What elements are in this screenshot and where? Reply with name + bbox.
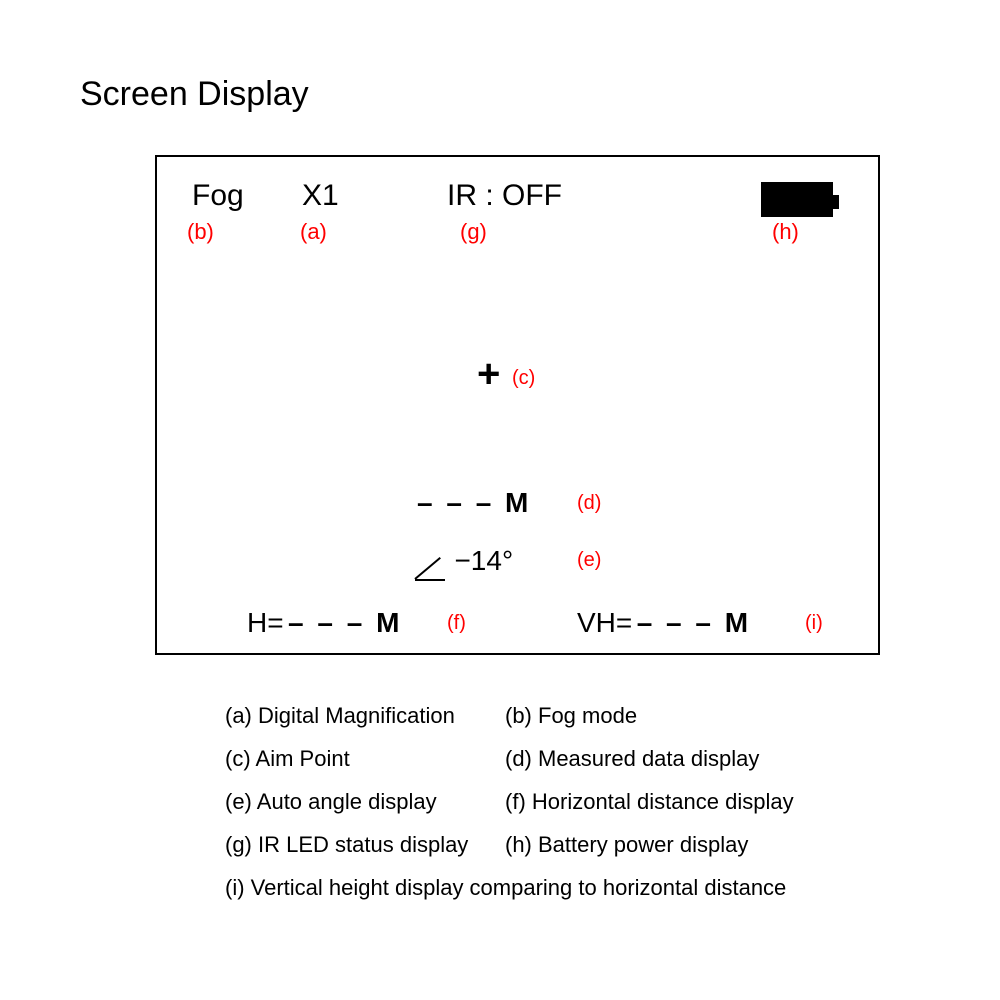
- callout-g: (g): [460, 219, 487, 245]
- legend-g: (g) IR LED status display: [225, 824, 505, 867]
- ir-status-text: IR : OFF: [447, 179, 562, 213]
- h-distance-display: H= – – – M: [247, 607, 402, 639]
- h-prefix-text: H=: [247, 607, 284, 638]
- legend-f: (f) Horizontal distance display: [505, 781, 794, 824]
- vh-prefix-text: VH=: [577, 607, 632, 638]
- magnification-text: X1: [302, 179, 339, 213]
- h-value-text: – – – M: [288, 607, 402, 638]
- aim-point-icon: +: [477, 352, 500, 397]
- screen-display-box: Fog (b) X1 (a) IR : OFF (g) (h) + (c) – …: [155, 155, 880, 655]
- measured-data-text: – – – M: [417, 487, 531, 519]
- legend-a: (a) Digital Magnification: [225, 695, 505, 738]
- callout-h: (h): [772, 219, 799, 245]
- battery-icon: [761, 182, 833, 217]
- legend-d: (d) Measured data display: [505, 738, 759, 781]
- legend-list: (a) Digital Magnification (b) Fog mode (…: [225, 695, 794, 909]
- legend-i: (i) Vertical height display comparing to…: [225, 867, 786, 910]
- callout-f: (f): [447, 612, 466, 635]
- legend-c: (c) Aim Point: [225, 738, 505, 781]
- fog-mode-text: Fog: [192, 179, 244, 213]
- vh-display: VH= – – – M: [577, 607, 751, 639]
- vh-value-text: – – – M: [637, 607, 751, 638]
- angle-icon: [415, 555, 445, 581]
- callout-c: (c): [512, 367, 535, 390]
- callout-b: (b): [187, 219, 214, 245]
- angle-display: −14°: [415, 547, 508, 581]
- angle-value-text: −14°: [454, 545, 513, 576]
- callout-a: (a): [300, 219, 327, 245]
- legend-h: (h) Battery power display: [505, 824, 748, 867]
- legend-b: (b) Fog mode: [505, 695, 637, 738]
- legend-e: (e) Auto angle display: [225, 781, 505, 824]
- callout-d: (d): [577, 492, 601, 515]
- page-title: Screen Display: [80, 75, 309, 114]
- callout-i: (i): [805, 612, 823, 635]
- callout-e: (e): [577, 549, 601, 572]
